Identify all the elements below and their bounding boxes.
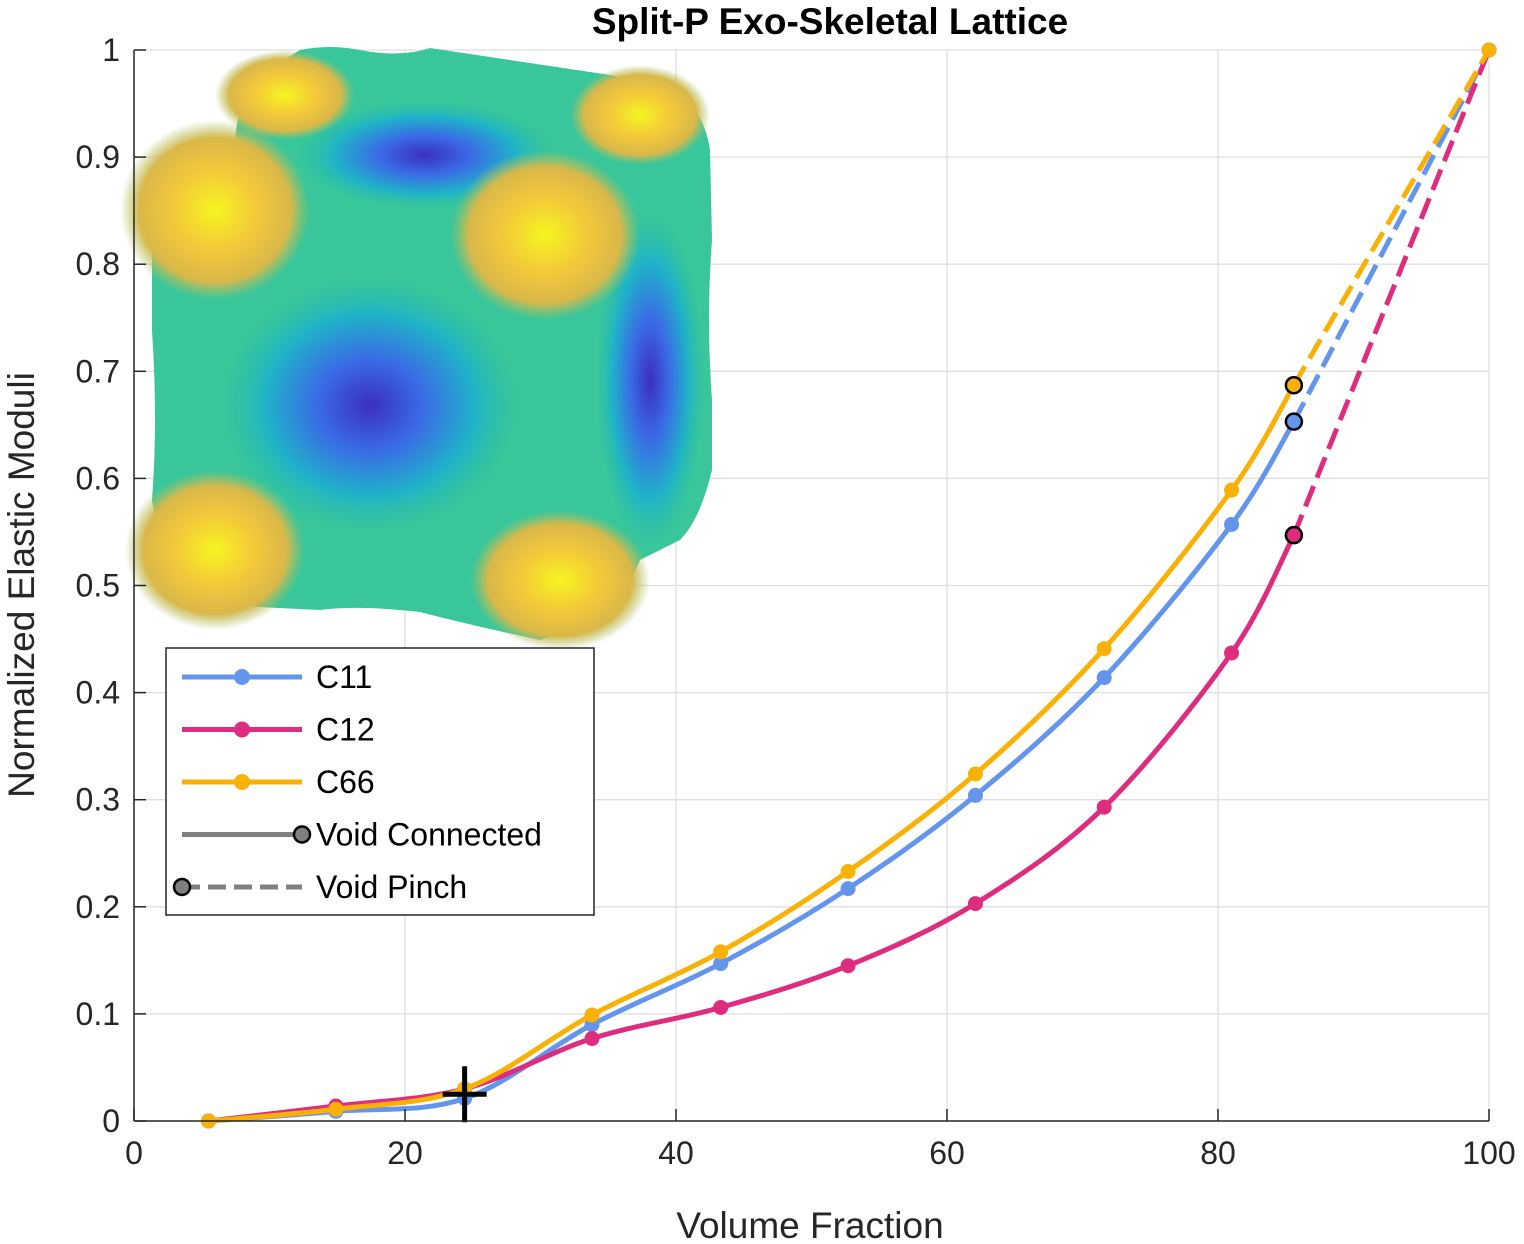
x-tick-label: 20 — [387, 1135, 423, 1171]
y-axis-title: Normalized Elastic Moduli — [1, 372, 42, 798]
x-tick-label: 80 — [1200, 1135, 1236, 1171]
y-tick-label: 0.2 — [76, 889, 120, 925]
series-c66-point — [584, 1007, 600, 1023]
legend-item: C12 — [182, 712, 375, 748]
split-p-lattice-inset — [120, 47, 712, 650]
y-tick-label: 1 — [102, 32, 120, 68]
series-c11-point — [713, 956, 729, 972]
series-c12-point — [1224, 645, 1240, 661]
series-c12-point — [1096, 799, 1112, 815]
series-c66-point — [713, 944, 729, 960]
x-tick-label: 40 — [658, 1135, 694, 1171]
legend-label: Void Pinch — [316, 869, 467, 905]
series-c11-pinch-point — [1284, 412, 1304, 431]
legend-label: C66 — [316, 764, 375, 800]
y-tick-label: 0.7 — [76, 353, 120, 389]
y-tick-label: 0.6 — [76, 460, 120, 496]
series-c66-point — [328, 1101, 344, 1117]
legend-marker — [234, 721, 250, 738]
x-tick-label: 60 — [929, 1135, 965, 1171]
series-c12-point — [584, 1031, 600, 1047]
y-tick-label: 0 — [102, 1103, 120, 1139]
legend-item: Void Pinch — [172, 869, 467, 905]
series-c12-point — [967, 896, 983, 912]
legend-marker — [172, 877, 192, 897]
series-c12-pinch-line — [1291, 49, 1492, 537]
legend-item: Void Connected — [182, 817, 542, 853]
legend-marker — [234, 774, 250, 790]
y-tick-label: 0.5 — [76, 568, 120, 604]
series-c11-line — [208, 420, 1297, 1124]
series-layer — [201, 42, 1497, 1129]
legend-marker — [292, 825, 312, 844]
series-c66-pinch-point — [1284, 375, 1304, 395]
legend-item: C66 — [182, 764, 375, 800]
series-c12-point — [840, 958, 856, 974]
x-tick-label: 100 — [1462, 1135, 1515, 1171]
chart-title: Split-P Exo-Skeletal Lattice — [592, 1, 1068, 42]
y-tick-label: 0.8 — [76, 246, 120, 282]
series-c66-line — [208, 383, 1297, 1124]
y-tick-label: 0.9 — [76, 139, 120, 175]
series-c66-point — [967, 766, 983, 782]
series-c11-point — [1224, 516, 1240, 532]
y-tick-label: 0.3 — [76, 782, 120, 818]
y-tick-label: 0.1 — [76, 996, 120, 1032]
series-c12-line — [208, 533, 1297, 1124]
y-tick-label: 0.4 — [76, 675, 120, 711]
series-c11-point — [1096, 670, 1112, 686]
series-c11-point — [967, 787, 983, 803]
legend-label: Void Connected — [316, 817, 542, 853]
series-c11-point — [840, 881, 856, 897]
series-c66-point — [1481, 42, 1497, 58]
x-axis-title: Volume Fraction — [676, 1205, 943, 1244]
series-c12-pinch-point — [1284, 525, 1304, 545]
legend-marker — [234, 669, 250, 685]
axes: 0 20 40 60 80 100 0 0.1 0.2 0.3 0.4 0.5 0.6 0.7 0.8 0.9… — [76, 32, 1516, 1171]
legend: C11 C12 C66 Void Connected Void Pinch — [165, 647, 595, 916]
legend-label: C12 — [316, 712, 375, 748]
series-c12-point — [713, 999, 729, 1015]
legend-item: C11 — [182, 659, 372, 695]
legend-label: C11 — [316, 659, 372, 695]
series-c66-point — [1224, 482, 1240, 498]
series-c66-point — [840, 863, 856, 879]
series-c66-pinch-line — [1291, 48, 1492, 387]
x-tick-label: 0 — [125, 1135, 143, 1171]
series-c66-point — [1096, 641, 1112, 657]
